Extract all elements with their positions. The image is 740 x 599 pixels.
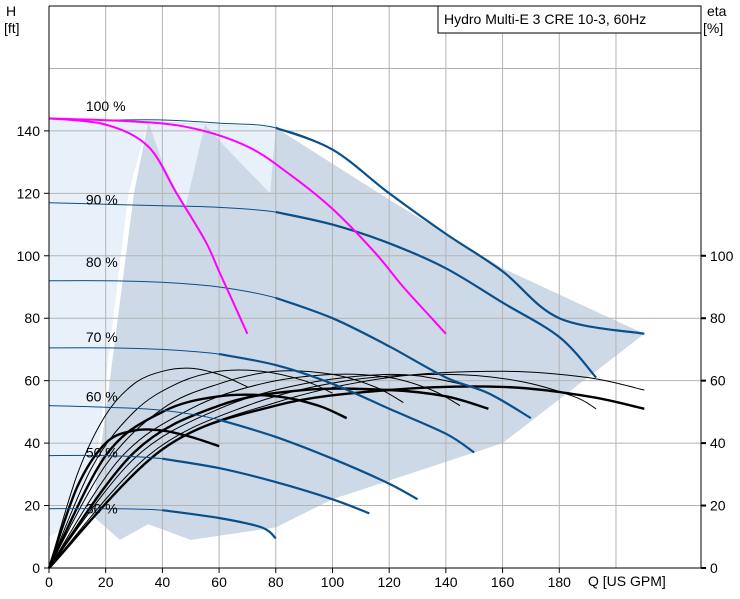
- efficiency-curve: [48, 373, 461, 569]
- y-tick-label-left: 60: [24, 373, 40, 389]
- efficiency-curve: [47, 393, 348, 569]
- efficiency-curve: [48, 373, 597, 569]
- operating-region-main: [49, 118, 645, 540]
- grid: [48, 6, 701, 569]
- speed-label: 80 %: [86, 254, 118, 270]
- y-tick-label-right: 40: [710, 435, 726, 451]
- head-curve-bold: [218, 353, 475, 454]
- title-box: [437, 5, 702, 34]
- x-tick-label: 100: [321, 574, 345, 590]
- head-curve-bold: [162, 509, 277, 540]
- head-curve-bold: [275, 126, 645, 335]
- y-tick-label-left: 100: [17, 248, 41, 264]
- y-tick-label-left: 0: [32, 560, 40, 576]
- head-curve-bold: [275, 296, 532, 420]
- y-tick-label-left: 140: [17, 123, 41, 139]
- y-tick-label-right: 0: [710, 560, 718, 576]
- head-curve-bold: [162, 457, 370, 515]
- y-axis-label-right-line1: eta: [707, 3, 727, 19]
- efficiency-curve: [48, 369, 333, 569]
- constant-pressure-curve: [48, 117, 447, 335]
- efficiency-curve: [48, 367, 248, 569]
- y-axis-label-left-line2: [ft]: [4, 20, 20, 36]
- efficiency-curves: [47, 367, 645, 569]
- y-tick-label-left: 120: [17, 185, 41, 201]
- speed-label: 90 %: [86, 192, 118, 208]
- head-curve-bold: [275, 211, 597, 379]
- x-tick-label: 60: [211, 574, 227, 590]
- y-tick-label-left: 80: [24, 310, 40, 326]
- efficiency-curve: [48, 370, 404, 569]
- x-tick-label: 140: [434, 574, 458, 590]
- speed-label: 70 %: [86, 329, 118, 345]
- y-axis-label-left-line1: H: [6, 3, 16, 19]
- x-tick-label: 180: [548, 574, 572, 590]
- efficiency-curve: [48, 387, 489, 569]
- x-tick-label: 40: [155, 574, 171, 590]
- operating-region-light-right: [204, 124, 276, 194]
- speed-label: 30 %: [86, 501, 118, 517]
- efficiency-curve: [47, 428, 220, 569]
- y-tick-label-left: 20: [24, 498, 40, 514]
- constant-pressure-curves: [48, 117, 447, 335]
- y-tick-label-right: 80: [710, 310, 726, 326]
- y-tick-label-right: 20: [710, 498, 726, 514]
- x-tick-label: 80: [268, 574, 284, 590]
- operating-region-light-left: [49, 118, 149, 537]
- speed-labels: 100 % 90 % 80 % 70 % 60 % 50 % 30 %: [86, 98, 126, 517]
- head-curves: [48, 117, 645, 540]
- operating-region: [49, 6, 701, 568]
- x-axis-label: Q [US GPM]: [588, 573, 666, 589]
- x-tick-label: 0: [45, 574, 53, 590]
- y-axis-label-right-line2: [%]: [703, 20, 723, 36]
- speed-label: 100 %: [86, 98, 126, 114]
- chart-title: Hydro Multi-E 3 CRE 10-3, 60Hz: [444, 11, 646, 27]
- speed-label: 60 %: [86, 388, 118, 404]
- y-tick-label-right: 60: [710, 373, 726, 389]
- y-tick-label-right: 100: [710, 248, 734, 264]
- speed-label: 50 %: [86, 444, 118, 460]
- tick-labels: 0 20 40 60 80 100 120 140 160 180 0 20 40 60 80 100 120 1…: [17, 123, 734, 590]
- x-tick-label: 20: [98, 574, 114, 590]
- x-tick-label: 120: [377, 574, 401, 590]
- head-curve-bold: [218, 418, 419, 501]
- x-tick-label: 160: [491, 574, 515, 590]
- y-tick-label-left: 40: [24, 435, 40, 451]
- constant-pressure-curve: [48, 117, 249, 335]
